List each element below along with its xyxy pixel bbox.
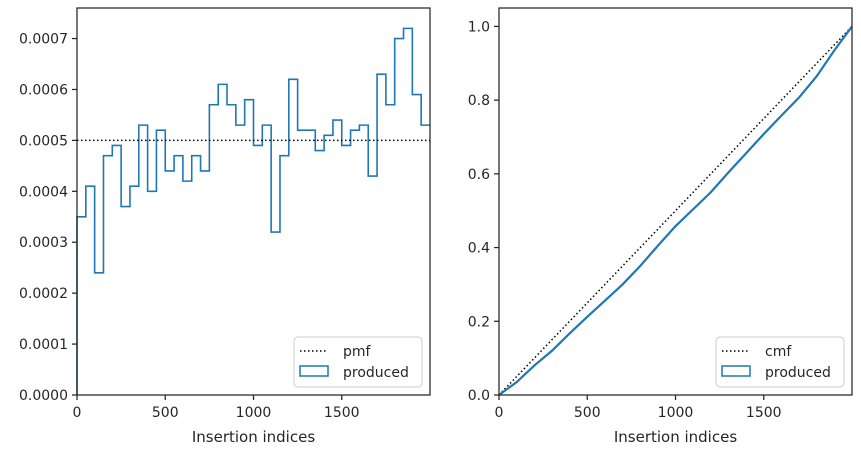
cumulative-x-ticks: 0 500 1000 1500 — [495, 395, 782, 421]
cumulative-y-tick-label: 0.2 — [468, 314, 490, 330]
cumulative-y-tick-label: 1.0 — [468, 19, 490, 35]
histogram-y-tick-label: 0.0000 — [19, 388, 68, 404]
cumulative-x-axis-label: Insertion indices — [614, 428, 737, 446]
cumulative-x-tick-label: 1000 — [658, 405, 694, 421]
histogram-x-axis-label: Insertion indices — [192, 428, 315, 446]
histogram-x-tick-label: 500 — [152, 405, 179, 421]
histogram-plot-area — [76, 27, 430, 395]
cumulative-y-tick-label: 0.8 — [468, 93, 490, 109]
histogram-panel: 0 500 1000 1500 0.00000.00010.00020.00030.0… — [19, 7, 431, 446]
histogram-y-tick-label: 0.0001 — [19, 337, 68, 353]
histogram-legend-box — [293, 336, 423, 388]
histogram-x-tick-label: 0 — [73, 405, 82, 421]
histogram-y-tick-label: 0.0007 — [19, 32, 68, 48]
produced-legend-label: produced — [343, 365, 409, 381]
cumulative-y-tick-label: 0.0 — [468, 388, 490, 404]
cumulative-legend: cmf produced — [715, 336, 845, 388]
histogram-y-tick-label: 0.0002 — [19, 286, 68, 302]
cumulative-y-tick-label: 0.4 — [468, 241, 490, 257]
cumulative-x-tick-label: 500 — [574, 405, 601, 421]
pmf-legend-label: pmf — [343, 344, 372, 360]
histogram-x-tick-label: 1500 — [324, 405, 360, 421]
histogram-x-ticks: 0 500 1000 1500 — [73, 395, 360, 421]
cumulative-y-tick-label: 0.6 — [468, 167, 490, 183]
histogram-y-tick-label: 0.0003 — [19, 235, 68, 251]
cumulative-x-tick-label: 0 — [495, 405, 504, 421]
cumulative-y-ticks: 0.0 0.2 0.4 0.6 0.8 1.0 — [468, 19, 499, 404]
produced-cumulative-line — [498, 25, 853, 396]
produced-cumulative-legend-swatch — [721, 365, 751, 377]
cmf-reference-line — [498, 25, 853, 396]
produced-cumulative-legend-label: produced — [765, 365, 831, 381]
histogram-legend: pmf produced — [293, 336, 423, 388]
histogram-y-tick-label: 0.0005 — [19, 133, 68, 149]
histogram-y-tick-label: 0.0006 — [19, 82, 68, 98]
cumulative-x-tick-label: 1500 — [746, 405, 782, 421]
produced-histogram-step — [76, 27, 430, 395]
histogram-y-ticks: 0.0000 0.0001 0.0002 0.0003 0.0004 0.0005 0.00… — [19, 32, 77, 404]
cumulative-legend-box — [715, 336, 845, 388]
histogram-x-tick-label: 1000 — [236, 405, 272, 421]
produced-legend-swatch — [299, 365, 329, 377]
cumulative-plot-area — [498, 25, 853, 396]
cumulative-panel: 0 500 1000 1500 0.0 0.2 0.4 0.6 0.8 1.0 Insertio… — [468, 7, 853, 446]
histogram-y-tick-label: 0.0004 — [19, 184, 68, 200]
cmf-legend-label: cmf — [765, 344, 792, 360]
